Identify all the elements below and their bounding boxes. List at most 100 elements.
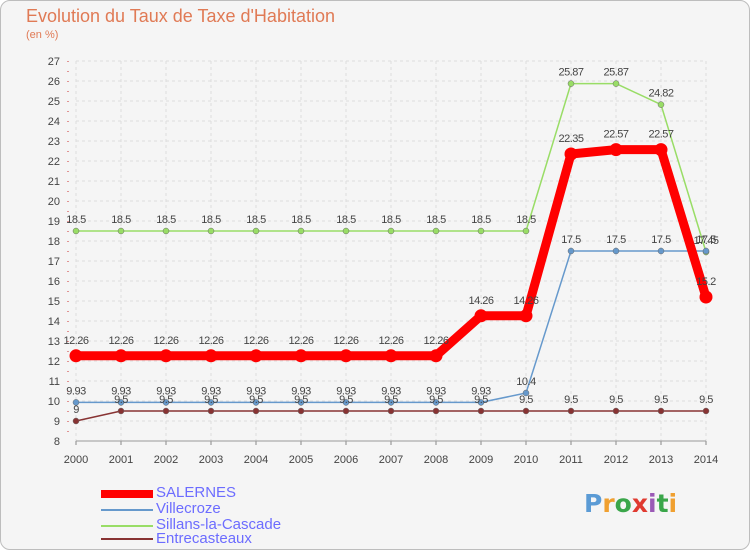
data-point bbox=[567, 407, 575, 415]
data-label: 17.45 bbox=[693, 235, 718, 247]
data-label: 9.5 bbox=[159, 394, 173, 406]
data-label: 9.93 bbox=[111, 385, 131, 397]
data-point bbox=[204, 349, 218, 363]
x-tick-label: 2011 bbox=[559, 454, 583, 466]
data-label: 12.26 bbox=[378, 335, 403, 347]
data-label: 17.5 bbox=[651, 234, 671, 246]
y-tick-label: 8 bbox=[54, 436, 60, 448]
data-label: 22.57 bbox=[648, 129, 673, 141]
data-point bbox=[387, 407, 395, 415]
y-tick-label: 19 bbox=[48, 216, 60, 228]
data-point bbox=[342, 227, 350, 235]
data-point bbox=[252, 227, 260, 235]
data-point bbox=[567, 247, 575, 255]
data-point bbox=[522, 407, 530, 415]
data-point bbox=[297, 407, 305, 415]
logo-letter: r bbox=[602, 489, 615, 518]
data-point bbox=[162, 407, 170, 415]
data-point bbox=[612, 407, 620, 415]
data-point bbox=[477, 399, 485, 406]
data-label: 14.26 bbox=[513, 295, 538, 307]
chart-subtitle: (en %) bbox=[26, 29, 59, 41]
data-label: 18.5 bbox=[156, 214, 176, 226]
y-tick-label: 20 bbox=[48, 196, 60, 208]
y-tick-label: 9 bbox=[54, 416, 60, 428]
data-label: 18.5 bbox=[291, 214, 311, 226]
data-point bbox=[474, 309, 488, 323]
y-tick-label: 24 bbox=[48, 116, 60, 128]
x-tick-label: 2003 bbox=[199, 454, 223, 466]
data-point bbox=[159, 349, 173, 363]
data-point bbox=[432, 407, 440, 415]
data-point bbox=[252, 399, 260, 406]
y-tick-label: 16 bbox=[48, 276, 60, 288]
y-tick-label: 12 bbox=[48, 356, 60, 368]
data-label: 18.5 bbox=[381, 214, 401, 226]
data-point bbox=[294, 349, 308, 363]
y-tick-label: 18 bbox=[48, 236, 60, 248]
data-point bbox=[72, 399, 80, 406]
data-point bbox=[342, 399, 350, 406]
data-point bbox=[339, 349, 353, 363]
data-label: 12.26 bbox=[333, 335, 358, 347]
data-label: 14.26 bbox=[468, 295, 493, 307]
data-label: 18.5 bbox=[201, 214, 221, 226]
data-label: 17.5 bbox=[561, 234, 581, 246]
y-tick-label: 23 bbox=[48, 136, 60, 148]
data-label: 9.5 bbox=[474, 394, 488, 406]
data-point bbox=[252, 407, 260, 415]
data-point bbox=[117, 407, 125, 415]
data-point bbox=[387, 399, 395, 406]
data-label: 9.5 bbox=[609, 394, 623, 406]
y-tick-label: 10 bbox=[48, 396, 60, 408]
data-label: 9.5 bbox=[519, 394, 533, 406]
data-label: 9.5 bbox=[384, 394, 398, 406]
data-point bbox=[342, 407, 350, 415]
data-label: 18.5 bbox=[471, 214, 491, 226]
y-tick-label: 13 bbox=[48, 336, 60, 348]
data-label: 12.26 bbox=[288, 335, 313, 347]
data-point bbox=[69, 349, 83, 363]
data-point bbox=[162, 227, 170, 235]
data-point bbox=[72, 417, 80, 425]
x-tick-label: 2012 bbox=[604, 454, 628, 466]
data-point bbox=[702, 407, 710, 415]
x-tick-label: 2006 bbox=[334, 454, 358, 466]
x-tick-label: 2013 bbox=[649, 454, 673, 466]
logo-letter: P bbox=[584, 489, 603, 518]
data-label: 12.26 bbox=[63, 335, 88, 347]
logo-letter: o bbox=[614, 489, 632, 518]
logo-letter: i bbox=[668, 489, 678, 518]
x-tick-label: 2005 bbox=[289, 454, 313, 466]
y-tick-label: 15 bbox=[48, 296, 60, 308]
data-point bbox=[117, 399, 125, 406]
data-label: 9.93 bbox=[246, 385, 266, 397]
data-label: 12.26 bbox=[198, 335, 223, 347]
data-point bbox=[609, 143, 623, 157]
data-point bbox=[612, 80, 620, 87]
data-label: 9 bbox=[73, 404, 79, 416]
data-point bbox=[432, 227, 440, 235]
data-point bbox=[114, 349, 128, 363]
x-tick-label: 2001 bbox=[109, 454, 133, 466]
data-point bbox=[72, 227, 80, 235]
data-point bbox=[654, 143, 668, 157]
data-label: 12.26 bbox=[108, 335, 133, 347]
y-tick-label: 27 bbox=[48, 56, 60, 68]
data-label: 24.82 bbox=[648, 88, 673, 100]
data-label: 9.93 bbox=[66, 385, 86, 397]
data-point bbox=[702, 247, 710, 255]
data-point bbox=[567, 80, 575, 87]
data-label: 9.5 bbox=[249, 394, 263, 406]
x-tick-label: 2009 bbox=[469, 454, 493, 466]
data-point bbox=[162, 399, 170, 406]
data-label: 18.5 bbox=[516, 214, 536, 226]
data-point bbox=[432, 399, 440, 406]
legend-swatch-sillans bbox=[101, 525, 153, 527]
x-tick-label: 2002 bbox=[154, 454, 178, 466]
data-label: 9.93 bbox=[156, 385, 176, 397]
x-tick-label: 2014 bbox=[694, 454, 718, 466]
legend-label-entrecasteaux: Entrecasteaux bbox=[156, 530, 252, 547]
